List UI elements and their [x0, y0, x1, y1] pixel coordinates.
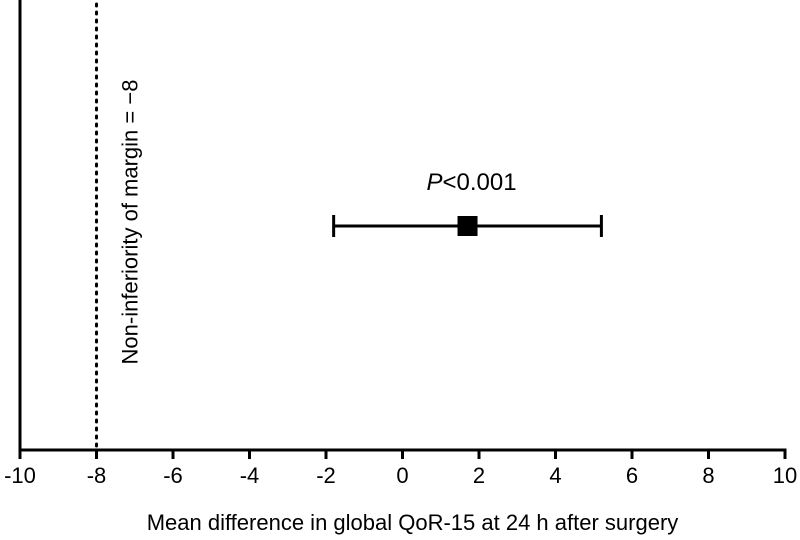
estimate-marks: [332, 215, 603, 237]
p-value-label: P<0.001: [426, 169, 516, 196]
reference-line-label: Non-inferiority of margin = −8: [118, 80, 143, 365]
p-value-rest: <0.001: [442, 169, 516, 196]
x-tick-label: 6: [626, 463, 638, 488]
x-tick-label: -8: [87, 463, 107, 488]
x-tick-label: -4: [240, 463, 260, 488]
x-tick-label: -2: [316, 463, 336, 488]
x-tick-label: 2: [473, 463, 485, 488]
p-value-italic: P: [426, 169, 442, 196]
x-tick-label: 10: [773, 463, 797, 488]
reference-line-group: Non-inferiority of margin = −8: [95, 2, 143, 450]
x-axis-title: Mean difference in global QoR-15 at 24 h…: [147, 510, 679, 535]
x-tick-label: 4: [549, 463, 561, 488]
x-tick-label: -10: [4, 463, 36, 488]
x-tick-label: 8: [702, 463, 714, 488]
x-tick-label: -6: [163, 463, 183, 488]
x-tick-label: 0: [396, 463, 408, 488]
point-estimate-marker: [457, 216, 478, 236]
x-axis-ticks: -10 -8 -6 -4 -2 0 2 4 6 8 10: [4, 450, 797, 488]
